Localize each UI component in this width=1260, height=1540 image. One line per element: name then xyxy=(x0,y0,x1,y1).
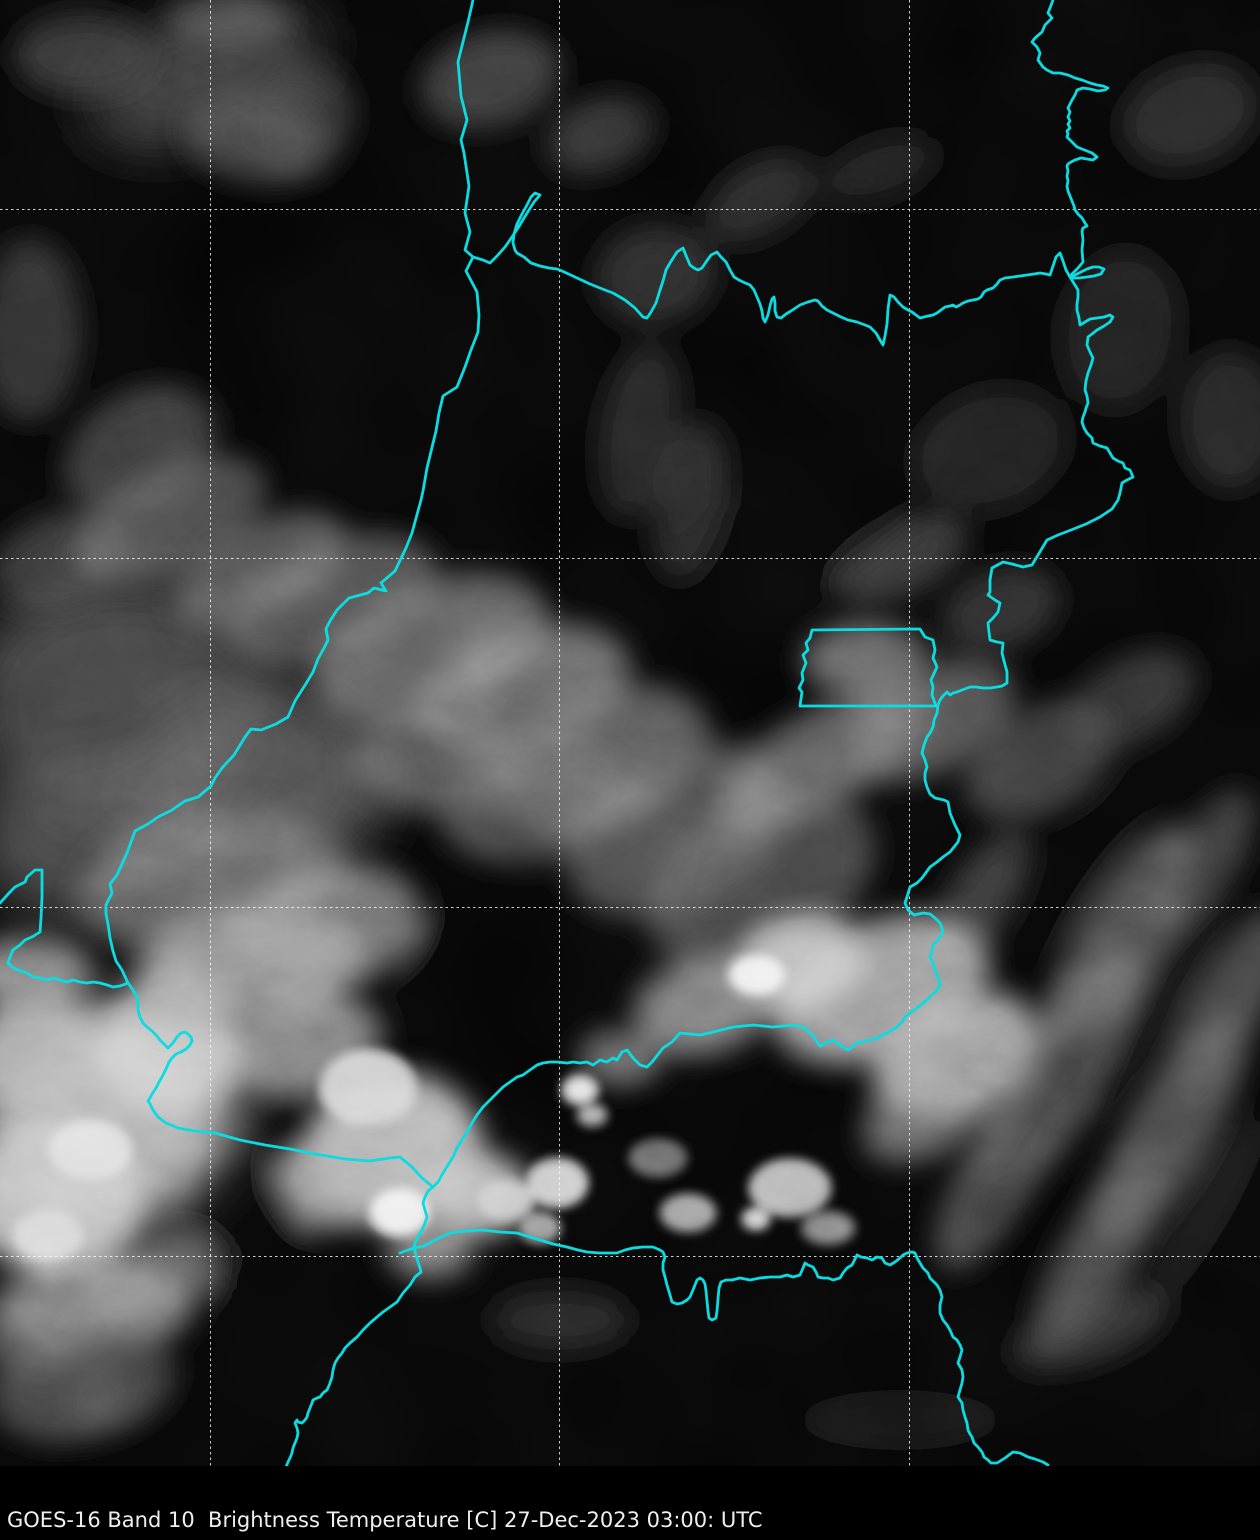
border-southwest-link xyxy=(126,981,435,1189)
satellite-map xyxy=(0,0,1260,1466)
border-west-loop xyxy=(0,868,130,989)
border-south xyxy=(398,1228,1050,1466)
cloud-mottle-overlay xyxy=(0,0,1260,1466)
image-caption: GOES-16 Band 10 Brightness Temperature [… xyxy=(7,1508,763,1532)
border-north xyxy=(471,191,1106,347)
state-boundary-box xyxy=(797,627,939,708)
border-west-river xyxy=(104,0,481,985)
border-east xyxy=(284,0,1135,1466)
latlon-grid xyxy=(0,0,1260,1466)
country-borders xyxy=(0,0,1135,1466)
